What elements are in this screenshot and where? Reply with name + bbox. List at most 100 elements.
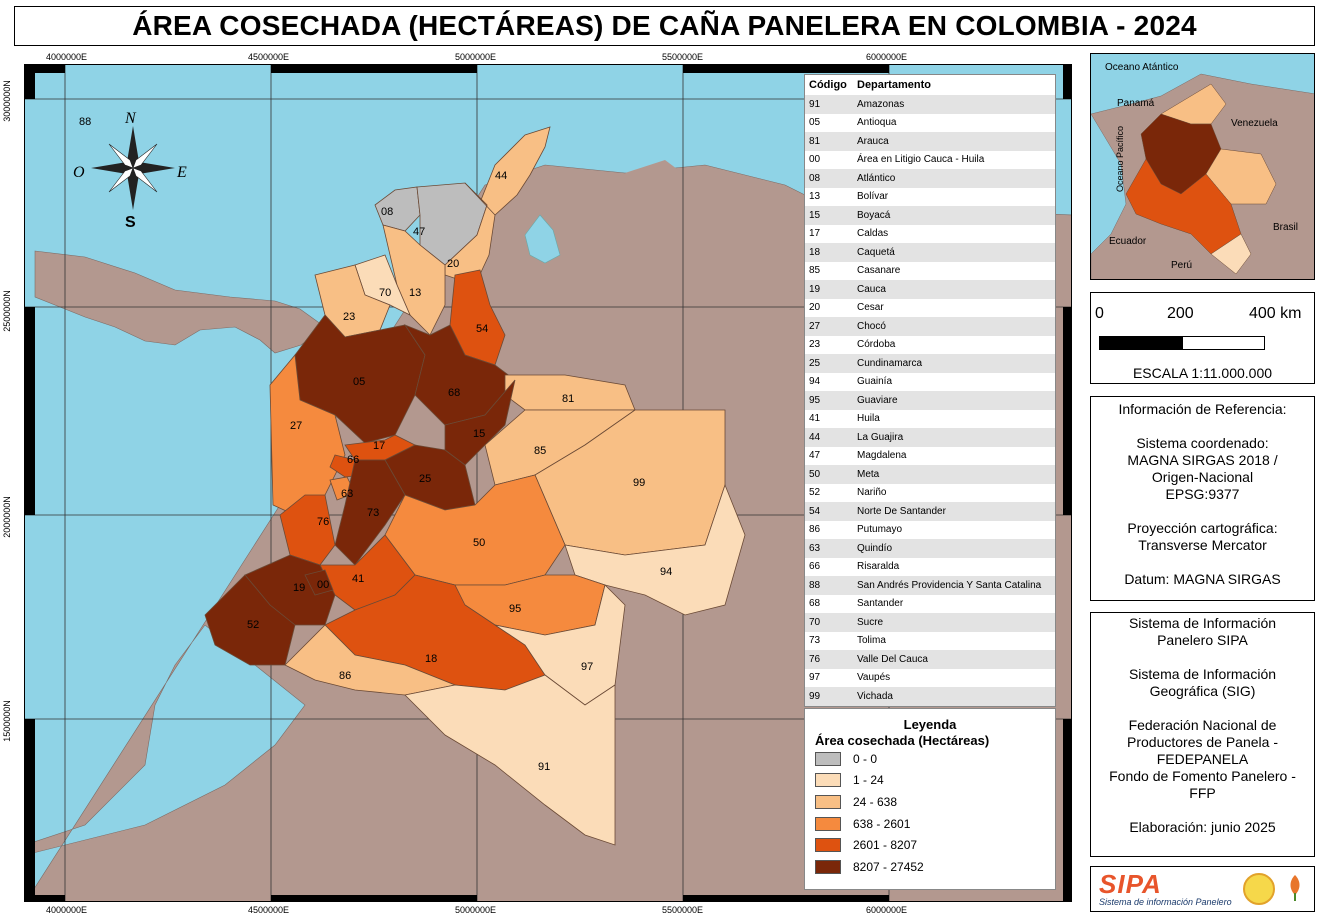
frame-tick bbox=[1063, 307, 1071, 515]
row-dept-name: Risaralda bbox=[857, 561, 900, 573]
row-code: 18 bbox=[809, 246, 821, 258]
row-dept-name: San Andrés Providencia Y Santa Catalina bbox=[857, 579, 1042, 591]
map-label: 88 bbox=[79, 116, 91, 128]
header-dept: Departamento bbox=[857, 79, 931, 91]
map-label: 70 bbox=[379, 287, 391, 299]
legend-swatch bbox=[815, 751, 841, 766]
map-label: 41 bbox=[352, 573, 364, 585]
row-code: 88 bbox=[809, 579, 821, 591]
credit-line: Geográfica (SIG) bbox=[1149, 683, 1256, 699]
ref-datum: Datum: MAGNA SIRGAS bbox=[1124, 571, 1281, 587]
map-label: 25 bbox=[419, 473, 431, 485]
map-legend: Leyenda Área cosechada (Hectáreas) 0 - 0… bbox=[804, 708, 1056, 890]
row-code: 70 bbox=[809, 616, 821, 628]
row-code: 00 bbox=[809, 154, 821, 166]
row-dept-name: Nariño bbox=[857, 487, 887, 499]
table-row: 68 Santander bbox=[805, 595, 1055, 614]
row-dept-name: Magdalena bbox=[857, 450, 907, 462]
legend-swatch bbox=[815, 773, 841, 788]
grid-label-x-top: 4000000E bbox=[46, 52, 88, 62]
table-row: 95 Guaviare bbox=[805, 391, 1055, 410]
row-dept-name: Córdoba bbox=[857, 339, 896, 351]
row-code: 27 bbox=[809, 320, 821, 332]
row-dept-name: Quindío bbox=[857, 542, 893, 554]
sipa-tagline: Sistema de información Panelero bbox=[1099, 897, 1232, 907]
row-dept-name: Tolima bbox=[857, 635, 886, 647]
legend-subtitle: Área cosechada (Hectáreas) bbox=[815, 733, 990, 748]
row-dept-name: Antioqua bbox=[857, 117, 897, 129]
compass-rose bbox=[91, 126, 175, 210]
inset-label-venezuela: Venezuela bbox=[1231, 118, 1278, 129]
row-code: 41 bbox=[809, 413, 821, 425]
scale-tick-0: 0 bbox=[1095, 305, 1104, 322]
row-code: 17 bbox=[809, 228, 821, 240]
row-code: 20 bbox=[809, 302, 821, 314]
neighbour-land bbox=[625, 160, 685, 195]
table-row: 66 Risaralda bbox=[805, 558, 1055, 577]
legend-swatch bbox=[815, 816, 841, 831]
grid-label-x-bottom: 4000000E bbox=[46, 905, 88, 915]
row-dept-name: Huila bbox=[857, 413, 880, 425]
legend-swatch bbox=[815, 838, 841, 853]
scale-tick-200: 200 bbox=[1167, 305, 1194, 322]
legend-item: 0 - 0 bbox=[805, 748, 1055, 770]
table-row: 41 Huila bbox=[805, 410, 1055, 429]
scale-tick-400: 400 km bbox=[1249, 305, 1302, 322]
map-label: 85 bbox=[534, 445, 546, 457]
map-label: 95 bbox=[509, 603, 521, 615]
inset-label-atlantic: Oceano Atántico bbox=[1105, 62, 1179, 73]
row-dept-name: Chocó bbox=[857, 320, 886, 332]
row-code: 85 bbox=[809, 265, 821, 277]
map-label: 23 bbox=[343, 311, 355, 323]
dept-44-la-guajira bbox=[478, 126, 551, 216]
row-code: 86 bbox=[809, 524, 821, 536]
row-code: 94 bbox=[809, 376, 821, 388]
map-title: ÁREA COSECHADA (HECTÁREAS) DE CAÑA PANEL… bbox=[14, 6, 1315, 46]
row-code: 97 bbox=[809, 672, 821, 684]
compass-west: O bbox=[73, 164, 85, 181]
dept-73-tolima bbox=[334, 459, 406, 566]
grid-label-x-bottom: 5000000E bbox=[455, 905, 497, 915]
inset-label-brasil: Brasil bbox=[1273, 222, 1298, 233]
legend-item: 24 - 638 bbox=[805, 791, 1055, 813]
table-row: 73 Tolima bbox=[805, 632, 1055, 651]
map-label: 54 bbox=[476, 323, 488, 335]
map-label: 47 bbox=[413, 226, 425, 238]
sipa-logo: SIPA bbox=[1099, 869, 1162, 899]
row-code: 08 bbox=[809, 172, 821, 184]
map-label: 20 bbox=[447, 258, 459, 270]
credit-line: Fondo de Fomento Panelero - bbox=[1109, 768, 1296, 784]
legend-swatch bbox=[815, 859, 841, 874]
map-label: 50 bbox=[473, 537, 485, 549]
table-row: 94 Guainía bbox=[805, 373, 1055, 392]
row-code: 13 bbox=[809, 191, 821, 203]
table-row: 13 Bolívar bbox=[805, 188, 1055, 207]
row-dept-name: Guaviare bbox=[857, 394, 898, 406]
header-code: Código bbox=[809, 79, 847, 91]
frame-tick bbox=[1063, 65, 1071, 99]
table-row: 54 Norte De Santander bbox=[805, 502, 1055, 521]
inset-map: Oceano Atántico Panamá Venezuela Brasil … bbox=[1090, 53, 1315, 280]
inset-canvas: Oceano Atántico Panamá Venezuela Brasil … bbox=[1091, 62, 1314, 279]
row-dept-name: La Guajira bbox=[857, 431, 904, 443]
credit-line: Productores de Panela - bbox=[1127, 734, 1278, 750]
legend-item: 2601 - 8207 bbox=[805, 834, 1055, 856]
map-label: 81 bbox=[562, 393, 574, 405]
row-code: 99 bbox=[809, 690, 821, 702]
row-dept-name: Meta bbox=[857, 468, 880, 480]
grid-label-y-left: 2500000N bbox=[1, 290, 12, 332]
row-dept-name: Área en Litigio Cauca - Huila bbox=[857, 154, 985, 166]
row-code: 19 bbox=[809, 283, 821, 295]
credit-line: Panelero SIPA bbox=[1157, 632, 1248, 648]
map-label: 15 bbox=[473, 428, 485, 440]
table-row: 86 Putumayo bbox=[805, 521, 1055, 540]
ref-coord-1: MAGNA SIRGAS 2018 / bbox=[1127, 452, 1278, 468]
row-dept-name: Vichada bbox=[857, 690, 893, 702]
row-dept-name: Cauca bbox=[857, 283, 886, 295]
inset-label-panama: Panamá bbox=[1117, 98, 1155, 109]
row-code: 54 bbox=[809, 505, 821, 517]
credits-box: Sistema de Información Panelero SIPA Sis… bbox=[1090, 612, 1315, 857]
map-label: 63 bbox=[341, 488, 353, 500]
frame-tick bbox=[683, 895, 889, 901]
table-row: 05 Antioqua bbox=[805, 114, 1055, 133]
